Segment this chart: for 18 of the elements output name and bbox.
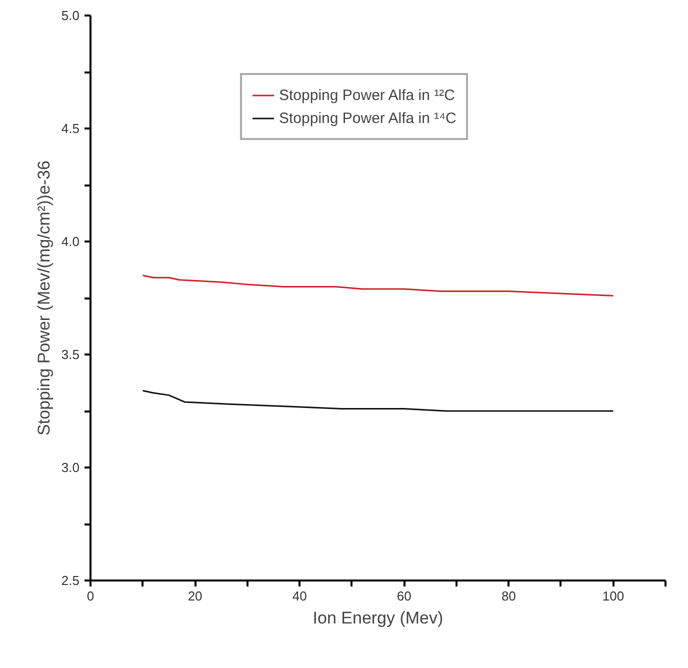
y-tick-label: 4.0: [61, 234, 80, 249]
y-axis-title: Stopping Power (Mev/(mg/cm²))e-36: [34, 160, 54, 436]
y-tick-label: 5.0: [61, 8, 80, 23]
x-tick-label: 60: [396, 588, 412, 604]
y-tick-label: 3.0: [61, 460, 80, 475]
y-tick-label: 3.5: [61, 347, 80, 362]
x-tick-label: 80: [501, 588, 516, 604]
y-tick-label: 4.5: [61, 121, 80, 136]
line-series: [142, 390, 614, 412]
legend-label: Stopping Power Alfa in ¹⁴C: [279, 110, 456, 126]
legend-label: Stopping Power Alfa in ¹²C: [279, 86, 455, 104]
line-series: [142, 274, 614, 296]
x-tick-label: 100: [602, 588, 624, 604]
x-tick-label: 0: [86, 588, 94, 604]
x-tick-label: 20: [188, 588, 202, 604]
y-tick-label: 2.5: [61, 573, 80, 588]
x-tick-label: 40: [292, 588, 307, 604]
x-axis-title: Ion Energy (Mev): [312, 608, 444, 628]
